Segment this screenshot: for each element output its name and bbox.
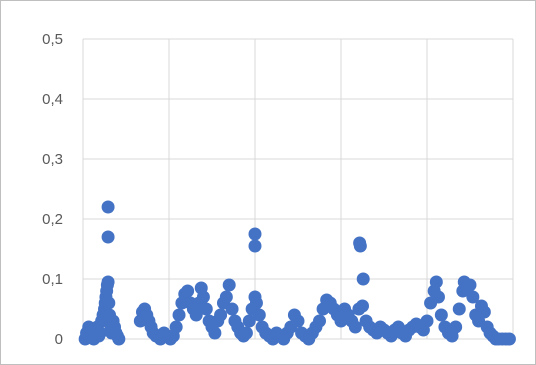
data-point [181,284,195,298]
data-point [199,302,213,316]
y-tick-label: 0,4 [42,91,63,108]
data-point [502,332,516,346]
data-point [313,314,326,328]
data-points [78,200,516,346]
y-tick-label: 0 [55,331,63,348]
data-point [101,230,115,244]
data-point [477,305,491,319]
data-point [222,278,236,292]
data-point [434,308,448,322]
data-point [249,296,263,310]
data-point [449,320,463,334]
data-point [353,239,367,253]
data-point [101,200,115,214]
data-point [291,314,305,328]
data-point [429,275,443,289]
data-point [172,308,186,322]
y-axis-tick-labels: 0 0,1 0,2 0,3 0,4 0,5 [42,31,63,348]
data-point [189,308,203,322]
data-point [466,290,480,304]
data-point [356,299,369,313]
data-point [420,314,434,328]
gridlines [82,38,514,340]
data-point [214,308,228,322]
y-tick-label: 0,5 [42,31,63,48]
data-point [248,239,262,253]
data-point [356,272,370,286]
data-point [242,314,256,328]
data-point [101,275,115,289]
data-point [463,278,477,292]
data-point [452,302,466,316]
y-tick-label: 0,2 [42,211,63,228]
data-point [348,320,362,334]
y-tick-label: 0,1 [42,271,63,288]
data-point [102,296,116,310]
data-point [208,326,222,340]
data-point [252,308,266,322]
data-point [196,290,210,304]
data-point [248,227,262,241]
data-point [169,320,183,334]
data-point [219,290,233,304]
data-point [225,302,239,316]
data-point [431,290,445,304]
data-point [112,332,126,346]
data-point [93,326,107,340]
data-point [239,326,253,340]
y-tick-label: 0,3 [42,151,63,168]
